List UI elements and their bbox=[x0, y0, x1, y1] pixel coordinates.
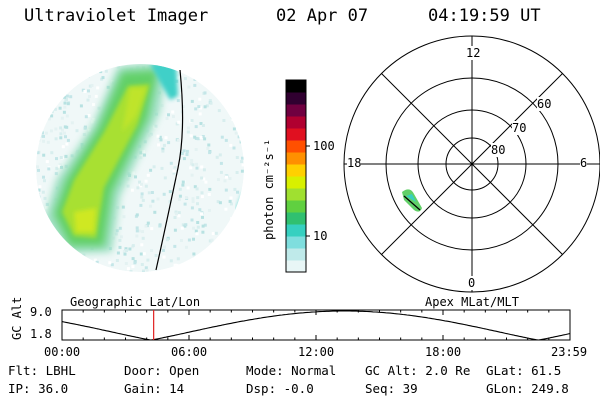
colorbar-cell bbox=[286, 176, 306, 189]
meta-ip: IP: 36.0 bbox=[8, 381, 69, 396]
meta-door: Door: Open bbox=[124, 363, 200, 378]
meta-mode: Mode: Normal bbox=[246, 363, 337, 378]
colorbar-cell bbox=[286, 152, 306, 165]
meta-glon: GLon: 249.8 bbox=[486, 381, 569, 396]
meta-dsp: Dsp: -0.0 bbox=[246, 381, 314, 396]
meta-seq: Seq: 39 bbox=[365, 381, 418, 396]
colorbar-cell bbox=[286, 260, 306, 273]
mlt-label-12: 12 bbox=[466, 46, 481, 60]
alt-xtick-2: 12:00 bbox=[298, 345, 335, 359]
colorbar-tick-100: 100 bbox=[313, 139, 335, 153]
alt-ylabel: GC Alt bbox=[10, 296, 24, 340]
alt-ytick-bottom: 1.8 bbox=[30, 327, 52, 341]
colorbar-cell bbox=[286, 104, 306, 117]
colorbar-cell bbox=[286, 200, 306, 213]
colorbar-cell bbox=[286, 236, 306, 249]
date-label: 02 Apr 07 bbox=[276, 6, 369, 26]
alt-xtick-1: 06:00 bbox=[171, 345, 208, 359]
colorbar-cell bbox=[286, 224, 306, 237]
colorbar-cell bbox=[286, 92, 306, 105]
alt-xtick-4: 23:59 bbox=[551, 345, 588, 359]
lat-label-60: 60 bbox=[537, 97, 552, 111]
colorbar-cell bbox=[286, 248, 306, 261]
apex-label: Apex MLat/MLT bbox=[425, 295, 519, 309]
geo-label: Geographic Lat/Lon bbox=[70, 295, 201, 309]
page-title: Ultraviolet Imager bbox=[24, 6, 209, 26]
colorbar-cell bbox=[286, 188, 306, 201]
lat-label-80: 80 bbox=[491, 143, 506, 157]
colorbar-cell bbox=[286, 80, 306, 93]
time-label: 04:19:59 UT bbox=[428, 6, 541, 26]
altitude-curve bbox=[61, 310, 571, 341]
mlt-label-6: 6 bbox=[580, 156, 588, 170]
mlt-label-18: 18 bbox=[347, 156, 362, 170]
alt-xtick-0: 00:00 bbox=[44, 345, 81, 359]
colorbar-cell bbox=[286, 164, 306, 177]
terminator-line bbox=[155, 69, 184, 271]
meta-gain: Gain: 14 bbox=[124, 381, 185, 396]
meta-glat: GLat: 61.5 bbox=[486, 363, 562, 378]
colorbar-cell bbox=[286, 212, 306, 225]
meta-flt: Flt: LBHL bbox=[8, 363, 76, 378]
lat-label-70: 70 bbox=[512, 121, 527, 135]
colorbar-cell bbox=[286, 140, 306, 153]
colorbar-tick-10: 10 bbox=[313, 229, 328, 243]
alt-xtick-3: 18:00 bbox=[425, 345, 462, 359]
mlt-label-0: 0 bbox=[468, 276, 476, 290]
colorbar-cell bbox=[286, 116, 306, 129]
alt-ytick-top: 9.0 bbox=[30, 305, 52, 319]
meta-gc-alt: GC Alt: 2.0 Re bbox=[365, 363, 471, 378]
colorbar-cell bbox=[286, 128, 306, 141]
